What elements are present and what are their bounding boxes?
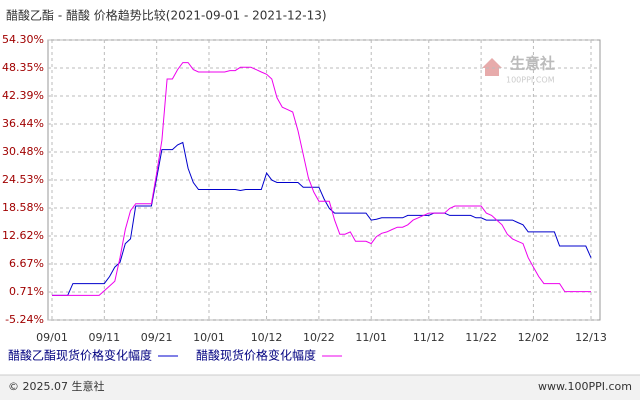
y-tick-label: 6.67% (9, 257, 44, 270)
y-tick-label: 0.71% (9, 285, 44, 298)
x-tick-label: 11/22 (465, 331, 497, 344)
x-tick-label: 10/01 (193, 331, 225, 344)
watermark-name: 生意社 (510, 55, 555, 73)
x-tick-label: 09/21 (141, 331, 173, 344)
watermark: 生意社 100PPI.COM (482, 55, 555, 85)
y-tick-label: 48.35% (2, 61, 44, 74)
footer-left: © 2025.07 生意社 (8, 379, 104, 393)
legend-label: 醋酸现货价格变化幅度 (196, 348, 316, 363)
y-tick-label: 42.39% (2, 89, 44, 102)
legend-label: 醋酸乙酯现货价格变化幅度 (8, 348, 152, 363)
x-tick-label: 11/12 (413, 331, 445, 344)
series-line (52, 62, 591, 296)
footer-band (0, 375, 640, 400)
y-tick-label: 54.30% (2, 33, 44, 46)
footer-right: www.100PPI.com (538, 380, 632, 393)
y-tick-label: 36.44% (2, 117, 44, 130)
x-tick-label: 10/12 (251, 331, 283, 344)
watermark-icon (482, 58, 502, 76)
x-tick-label: 10/22 (303, 331, 335, 344)
y-tick-label: 24.53% (2, 173, 44, 186)
y-tick-label: -5.24% (5, 313, 44, 326)
watermark-site: 100PPI.COM (506, 76, 555, 85)
chart-title: 醋酸乙酯 - 醋酸 价格趋势比较(2021-09-01 - 2021-12-13… (6, 8, 327, 23)
series-line (52, 141, 592, 296)
y-tick-label: 18.58% (2, 201, 44, 214)
y-tick-label: 12.62% (2, 229, 44, 242)
x-tick-label: 09/01 (36, 331, 68, 344)
x-tick-label: 12/13 (575, 331, 607, 344)
x-tick-label: 12/02 (518, 331, 550, 344)
y-tick-label: 30.48% (2, 145, 44, 158)
x-tick-label: 09/11 (88, 331, 120, 344)
x-tick-label: 11/01 (355, 331, 387, 344)
